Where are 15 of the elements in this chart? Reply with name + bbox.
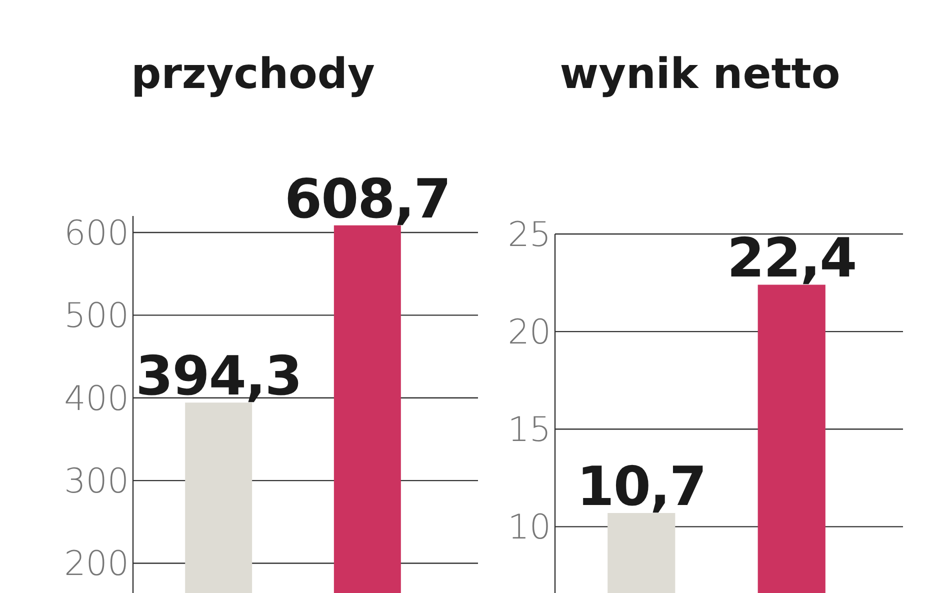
y-tick-label: 15: [508, 410, 551, 450]
y-tick-label: 25: [508, 214, 551, 255]
chart-title: wynik netto: [560, 49, 840, 98]
y-tick-label: 400: [64, 378, 129, 419]
data-label: 394,3: [136, 344, 302, 408]
data-label: 10,7: [576, 455, 706, 518]
data-label: 608,7: [284, 167, 450, 230]
chart-title: przychody: [131, 49, 375, 98]
data-label: 22,4: [727, 226, 856, 290]
y-tick-label: 600: [64, 213, 129, 254]
y-tick-label: 10: [508, 508, 551, 548]
y-tick-label: 200: [64, 544, 129, 584]
y-tick-label: 300: [64, 461, 129, 502]
y-tick-label: 500: [64, 296, 129, 336]
y-tick-label: 20: [508, 312, 551, 352]
